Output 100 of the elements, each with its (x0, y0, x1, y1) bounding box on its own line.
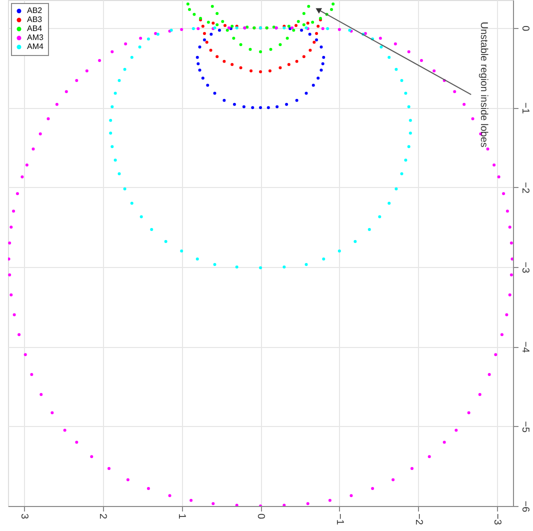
point (316, 24, 320, 28)
point (286, 36, 289, 40)
point (304, 92, 308, 95)
point (294, 24, 298, 27)
point (400, 78, 404, 82)
point (110, 105, 114, 108)
point (218, 28, 221, 32)
x-tick-label: −1 (334, 514, 345, 526)
point (332, 2, 335, 6)
point (222, 60, 226, 63)
point (212, 22, 215, 25)
point (302, 23, 306, 26)
point (378, 215, 382, 218)
point (320, 46, 323, 49)
point (235, 265, 238, 268)
point (326, 27, 330, 30)
point (394, 187, 398, 190)
point (222, 98, 226, 102)
point (123, 187, 126, 190)
point (407, 105, 410, 108)
x-tick-label: −2 (412, 514, 424, 526)
point (259, 70, 262, 74)
point (308, 32, 312, 36)
x-tick-label: 1 (176, 514, 188, 520)
legend-label: AM4 (27, 42, 44, 51)
point (354, 240, 357, 243)
point (210, 32, 213, 36)
point (312, 84, 315, 87)
point (250, 69, 253, 72)
point (223, 24, 226, 27)
y-tick-label: 0 (520, 26, 530, 32)
point (242, 105, 246, 108)
point (388, 202, 391, 205)
point (287, 63, 290, 66)
point (408, 132, 412, 135)
legend-label: AM3 (27, 33, 44, 42)
point (198, 46, 202, 49)
point (302, 12, 306, 16)
point (321, 62, 324, 66)
point (272, 26, 276, 29)
point (114, 158, 117, 162)
x-tick-label: 2 (97, 514, 108, 520)
point (338, 250, 341, 253)
point (296, 20, 300, 24)
legend-label: AB3 (27, 15, 43, 24)
point (232, 36, 236, 40)
point (114, 92, 117, 95)
point (205, 40, 208, 44)
point (180, 250, 184, 253)
point (138, 46, 142, 49)
point (192, 12, 196, 16)
point (186, 2, 190, 6)
point (400, 172, 404, 176)
point (198, 68, 202, 72)
point (226, 28, 229, 32)
point (320, 68, 323, 72)
y-tick-label: −3 (520, 262, 530, 274)
legend-label: AB4 (27, 24, 43, 33)
point (130, 56, 134, 59)
point (140, 215, 143, 218)
point (201, 76, 204, 80)
point (239, 43, 242, 46)
point (269, 48, 272, 51)
y-tick-label: −2 (520, 182, 530, 194)
point (306, 22, 310, 25)
point (221, 20, 224, 24)
point (118, 172, 121, 176)
point (259, 50, 262, 54)
point (322, 257, 326, 260)
point (230, 24, 234, 28)
point (209, 48, 212, 52)
point (230, 63, 234, 66)
point (150, 228, 154, 231)
point (110, 145, 114, 148)
point (304, 263, 308, 266)
point (196, 62, 200, 66)
point (201, 24, 204, 28)
point (302, 55, 306, 58)
point (380, 46, 383, 49)
y-tick-label: −1 (520, 102, 530, 114)
point (300, 28, 304, 32)
y-tick-label: −5 (520, 421, 530, 433)
point (282, 265, 286, 268)
point (394, 68, 398, 71)
point (216, 12, 219, 16)
point (206, 20, 210, 24)
point (307, 4, 310, 8)
point (404, 92, 408, 95)
point (146, 38, 150, 41)
point (308, 48, 312, 52)
point (285, 102, 288, 106)
point (276, 105, 279, 108)
point (312, 40, 316, 44)
point (368, 228, 371, 231)
point (322, 56, 326, 59)
point (259, 106, 262, 110)
point (268, 69, 272, 72)
point (232, 102, 236, 106)
point (118, 78, 121, 82)
point (404, 158, 408, 162)
